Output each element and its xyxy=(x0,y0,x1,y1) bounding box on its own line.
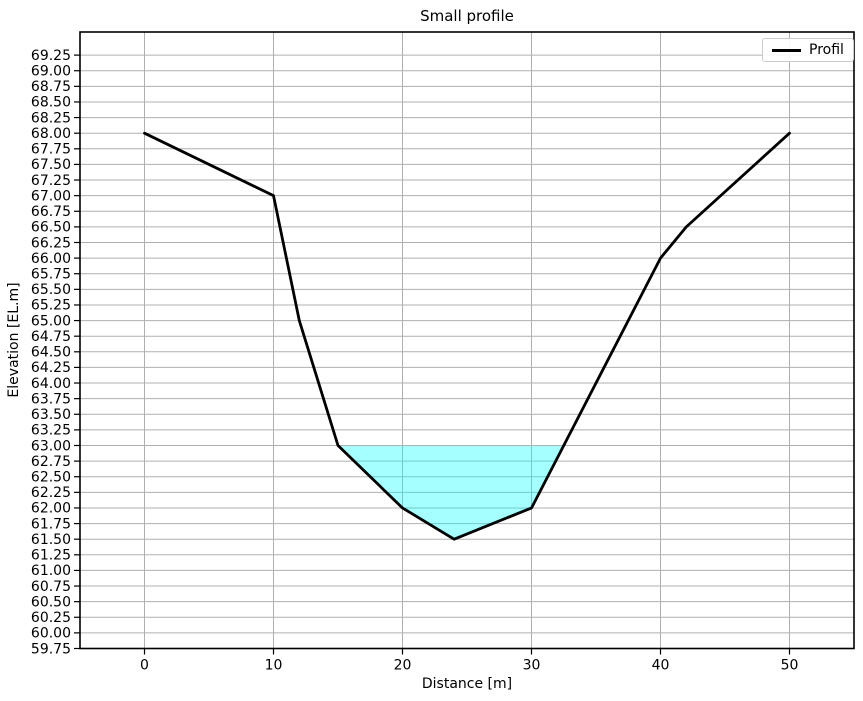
y-tick-label: 67.75 xyxy=(31,142,71,158)
profile-line xyxy=(143,131,791,541)
y-tick-label: 61.25 xyxy=(31,548,71,564)
y-tick-label: 68.75 xyxy=(31,79,71,95)
y-tick-label: 65.75 xyxy=(31,266,71,282)
plot-background xyxy=(80,32,854,649)
y-tick-label: 69.25 xyxy=(31,48,71,64)
y-tick-label: 64.50 xyxy=(31,345,71,361)
y-tick-label: 61.75 xyxy=(31,516,71,532)
x-tick-label: 30 xyxy=(523,658,541,674)
y-tick-label: 68.25 xyxy=(31,110,71,126)
y-tick-label: 63.75 xyxy=(31,391,71,407)
y-tick-label: 67.25 xyxy=(31,173,71,189)
x-tick-label: 0 xyxy=(140,658,149,674)
y-tick-label: 60.50 xyxy=(31,594,71,610)
y-axis-label: Elevation [EL.m] xyxy=(6,282,22,398)
y-tick-label: 67.00 xyxy=(31,188,71,204)
y-tick-label: 62.50 xyxy=(31,469,71,485)
y-tick-label: 60.75 xyxy=(31,579,71,595)
y-tick-label: 64.75 xyxy=(31,329,71,345)
x-tick-label: 40 xyxy=(652,658,670,674)
y-tick-label: 68.00 xyxy=(31,126,71,142)
y-tick-label: 66.50 xyxy=(31,220,71,236)
y-tick-label: 63.00 xyxy=(31,438,71,454)
y-tick-label: 61.50 xyxy=(31,532,71,548)
chart-title: Small profile xyxy=(420,7,514,25)
y-tick-label: 65.00 xyxy=(31,313,71,329)
legend: Profil xyxy=(762,38,854,62)
y-tick-label: 62.75 xyxy=(31,454,71,470)
axes-spines xyxy=(79,31,855,650)
y-tick-label: 66.00 xyxy=(31,251,71,267)
y-tick-label: 63.50 xyxy=(31,407,71,423)
y-tick-label: 66.75 xyxy=(31,204,71,220)
x-tick-label: 50 xyxy=(781,658,799,674)
y-tick-label: 61.00 xyxy=(31,563,71,579)
y-tick-label: 69.00 xyxy=(31,63,71,79)
y-tick-label: 59.75 xyxy=(31,641,71,657)
y-tick-label: 65.25 xyxy=(31,298,71,314)
y-tick-label: 64.00 xyxy=(31,376,71,392)
legend-line-sample xyxy=(772,48,801,52)
y-tick-label: 62.25 xyxy=(31,485,71,501)
x-tick-label: 20 xyxy=(394,658,412,674)
y-tick-label: 65.50 xyxy=(31,282,71,298)
x-axis-label: Distance [m] xyxy=(421,676,513,692)
y-tick-label: 60.00 xyxy=(31,626,71,642)
y-tick-label: 63.25 xyxy=(31,423,71,439)
y-tick-label: 64.25 xyxy=(31,360,71,376)
y-tick-label: 67.50 xyxy=(31,157,71,173)
y-tick-label: 60.25 xyxy=(31,610,71,626)
water-fill xyxy=(338,445,564,540)
y-tick-label: 68.50 xyxy=(31,95,71,111)
y-tick-label: 62.00 xyxy=(31,501,71,517)
x-tick-label: 10 xyxy=(265,658,283,674)
y-tick-label: 66.25 xyxy=(31,235,71,251)
legend-label: Profil xyxy=(809,42,844,58)
